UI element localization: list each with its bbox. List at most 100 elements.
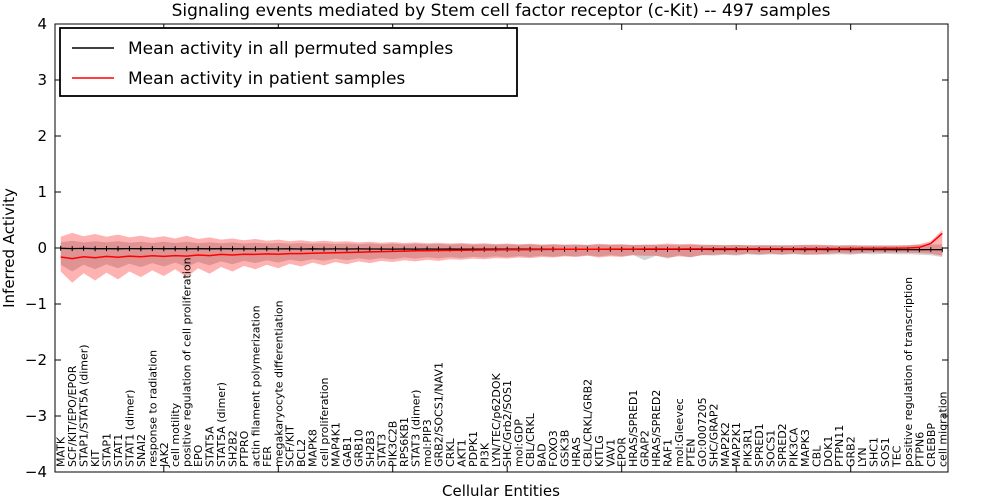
x-tick-label: HRAS: [570, 437, 583, 467]
x-tick-label: DOK1: [822, 436, 835, 467]
x-tick-label: STAT1 (dimer): [123, 390, 136, 467]
x-tick-label: RPS6KB1: [398, 417, 411, 467]
y-tick-label: 4: [37, 15, 47, 33]
x-tick-label: megakaryocyte differentiation: [272, 300, 285, 467]
x-tick-label: actin filament polymerization: [249, 305, 262, 467]
x-tick-label: cell motility: [169, 402, 182, 467]
x-tick-label: PI3K: [478, 442, 491, 467]
x-tick-label: cell migration: [936, 391, 949, 467]
x-tick-label: GRB2: [845, 436, 858, 467]
x-tick-label: MAP4K1: [330, 422, 343, 467]
x-tick-label: MATK: [55, 436, 68, 467]
x-tick-label: SOCS1: [765, 430, 778, 467]
y-tick-label: 0: [37, 239, 47, 257]
x-tick-label: GRB10: [352, 429, 365, 467]
x-tick-label: SHC1: [868, 437, 881, 467]
x-tick-label: STAP1/STAT5A (dimer): [78, 344, 91, 467]
axis-ticks: [55, 23, 948, 473]
x-tick-label: GAB1: [341, 436, 354, 467]
x-tick-label: KIT: [89, 450, 102, 467]
x-tick-label: MAP2K2: [719, 422, 732, 467]
x-tick-label: GO:0007205: [696, 397, 709, 467]
x-tick-label: SCF/KIT: [284, 425, 297, 467]
x-tick-label: PTEN: [684, 438, 697, 467]
x-tick-label: CBL: [810, 445, 823, 467]
x-tick-label: BCL2: [295, 439, 308, 467]
x-tick-label: FOXO3: [547, 430, 560, 467]
x-tick-label: SHC/Grb2/SOS1: [501, 380, 514, 467]
x-tick-label: KITLG: [593, 435, 606, 467]
x-tick-label: STAT3 (dimer): [410, 390, 423, 467]
x-tick-label: GSK3B: [559, 430, 572, 467]
x-tick-label: STAT1: [112, 434, 125, 467]
x-tick-label: STAT5A: [204, 426, 217, 467]
legend-label-permuted: Mean activity in all permuted samples: [128, 39, 453, 59]
x-tick-label: MAPK3: [799, 429, 812, 467]
x-axis-label: Cellular Entities: [442, 482, 560, 500]
y-axis-label: Inferred Activity: [0, 188, 18, 308]
patient-mean-line: [60, 232, 943, 260]
x-tick-label: FER: [261, 446, 274, 467]
series-layer: [60, 232, 943, 260]
x-tick-label: EPOR: [616, 437, 629, 467]
x-tick-label: RAF1: [662, 439, 675, 467]
x-tick-label: CREBBP: [925, 423, 938, 467]
y-tick-label: −2: [25, 351, 47, 369]
x-tick-label: STAT5A (dimer): [215, 382, 228, 467]
x-tick-label: cell proliferation: [318, 377, 331, 467]
x-tick-label: STAT3: [375, 434, 388, 467]
y-tick-label: −3: [25, 407, 47, 425]
x-tick-label: SCF/KIT/EPO/EPOR: [66, 365, 79, 467]
x-tick-label: JAK2: [158, 442, 171, 468]
x-tick-label: mol:GDP: [513, 419, 526, 467]
x-tick-label: PTPN6: [913, 432, 926, 467]
x-tick-label: VAV1: [604, 439, 617, 467]
x-tick-label: PIK3CA: [787, 427, 800, 467]
y-tick-label: −4: [25, 463, 47, 481]
x-tick-label: SPRED1: [753, 423, 766, 467]
x-tick-label: SH2B2: [227, 430, 240, 467]
x-tick-label: LYN/TEC/p62DOK: [490, 373, 503, 467]
x-tick-label: CBL/CRKL/GRB2: [581, 379, 594, 467]
y-tick-label: 2: [37, 127, 47, 145]
x-tick-label: GRB2/SOCS1/NAV1: [433, 362, 446, 467]
legend: Mean activity in all permuted samples Me…: [59, 27, 518, 97]
x-tick-label: GRAP2: [639, 430, 652, 467]
x-tick-label: CBL/CRKL: [524, 412, 537, 467]
x-tick-label: SOS1: [879, 437, 892, 467]
x-tick-label: PIK3R1: [742, 428, 755, 467]
ticks-layer: −4 −3 −2 −1 0 1 2 3 4: [25, 15, 948, 481]
x-tick-label: SPRED2: [776, 423, 789, 467]
x-tick-label: SH2B3: [364, 430, 377, 467]
chart-title: Signaling events mediated by Stem cell f…: [172, 1, 831, 21]
x-tick-label: EPO: [192, 444, 205, 467]
x-tick-label: STAP1: [101, 433, 114, 467]
legend-box: [59, 27, 518, 97]
x-tick-label: MAPK8: [307, 429, 320, 467]
x-tick-label: HRAS/SPRED1: [627, 390, 640, 467]
x-tick-label: SNAI2: [135, 434, 148, 467]
y-tick-label: 1: [37, 183, 47, 201]
x-tick-label: PIK3C2B: [387, 421, 400, 467]
x-tick-label: positive regulation of transcription: [902, 277, 915, 467]
x-tick-label: LYN: [856, 447, 869, 467]
x-tick-label: positive regulation of cell proliferatio…: [181, 257, 194, 467]
y-tick-label: −1: [25, 295, 47, 313]
x-tick-label: MAP2K1: [730, 422, 743, 467]
x-tick-label: mol:Gleevec: [673, 398, 686, 467]
x-tick-label: TEC: [891, 445, 904, 468]
x-tick-label: PTPN11: [833, 425, 846, 467]
x-tick-label: response to radiation: [146, 350, 159, 467]
x-tick-label: SHC/GRAP2: [707, 403, 720, 467]
x-tick-label: AKT1: [455, 439, 468, 467]
x-tick-label: CRKL: [444, 437, 457, 467]
x-tick-label: BAD: [536, 443, 549, 467]
y-tick-label: 3: [37, 71, 47, 89]
x-tick-label: PTPRO: [238, 430, 251, 467]
x-tick-label: HRAS/SPRED2: [650, 390, 663, 467]
patient-samples-band: [60, 230, 943, 283]
legend-label-patient: Mean activity in patient samples: [128, 69, 405, 89]
